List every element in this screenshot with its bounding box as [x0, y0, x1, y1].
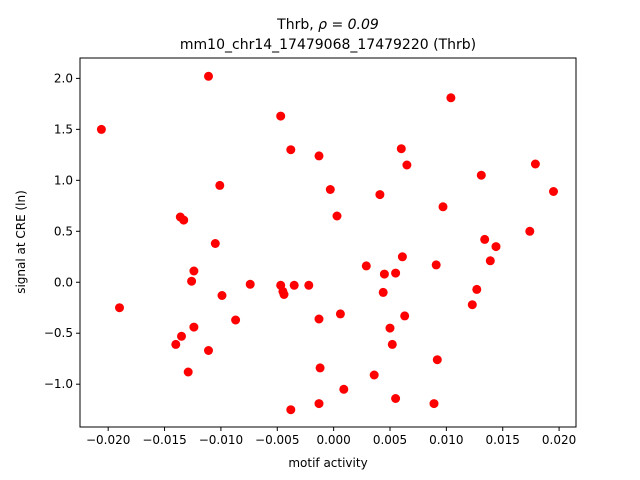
data-point-57 [525, 226, 535, 236]
data-point-34 [369, 370, 379, 380]
chart-title-prefix: Thrb, [276, 17, 318, 33]
data-point-41 [391, 394, 401, 403]
data-point-48 [432, 355, 442, 365]
data-point-11 [204, 346, 213, 355]
data-point-37 [379, 269, 389, 279]
data-point-52 [472, 284, 482, 294]
data-point-4 [177, 331, 186, 341]
data-point-33 [361, 261, 371, 271]
data-point-59 [549, 187, 558, 196]
data-points [96, 71, 558, 415]
data-point-8 [189, 266, 199, 276]
data-point-49 [438, 202, 448, 212]
x-tick-label-6: 0.010 [429, 433, 463, 447]
data-point-51 [467, 300, 477, 310]
data-point-1 [115, 303, 124, 313]
data-point-47 [431, 260, 441, 270]
data-point-29 [325, 185, 335, 194]
data-point-28 [314, 399, 324, 409]
data-point-5 [179, 215, 189, 225]
y-tick-label-6: 2.0 [54, 71, 73, 85]
data-point-53 [476, 170, 486, 180]
x-tick-label-4: 0.000 [316, 433, 350, 447]
y-tick-label-4: 1.0 [54, 173, 73, 187]
data-point-35 [375, 190, 385, 200]
data-point-23 [289, 280, 299, 290]
data-point-42 [396, 144, 406, 154]
y-tick-label-3: 0.5 [54, 224, 73, 238]
data-point-14 [217, 291, 227, 300]
y-tick-label-0: −1.0 [44, 377, 73, 391]
data-point-22 [286, 405, 296, 415]
data-point-9 [189, 322, 199, 332]
data-point-12 [210, 239, 220, 248]
y-tick-label-1: −0.5 [44, 326, 73, 340]
data-point-55 [485, 256, 495, 266]
x-axis-label: motif activity [288, 456, 367, 470]
x-tick-label-1: −0.015 [142, 433, 186, 447]
data-point-36 [378, 287, 388, 297]
x-axis: −0.020 −0.015 −0.010 −0.005 0.000 0.005 0.010 0… [86, 427, 576, 447]
data-point-24 [304, 280, 314, 290]
chart-title: Thrb, ρ = 0.09 [276, 17, 379, 33]
data-point-13 [215, 180, 225, 190]
data-point-50 [446, 93, 456, 103]
data-point-58 [530, 159, 540, 169]
data-point-54 [480, 234, 490, 244]
data-point-30 [332, 211, 342, 221]
data-point-45 [402, 160, 412, 170]
x-tick-label-5: 0.005 [373, 433, 407, 447]
x-tick-label-2: −0.010 [199, 433, 243, 447]
y-tick-label-2: 0.0 [54, 275, 73, 289]
x-tick-label-0: −0.020 [86, 433, 130, 447]
data-point-40 [391, 268, 401, 278]
data-point-25 [314, 151, 324, 161]
chart-title-rho: ρ = 0.09 [318, 17, 379, 33]
x-tick-label-8: 0.020 [542, 433, 576, 447]
data-point-15 [231, 315, 241, 325]
data-point-16 [245, 279, 255, 289]
data-point-6 [183, 367, 193, 377]
data-point-10 [204, 71, 213, 81]
x-tick-label-3: −0.005 [255, 433, 299, 447]
chart-subtitle: mm10_chr14_17479068_17479220 (Thrb) [180, 37, 476, 53]
data-point-20 [279, 290, 289, 299]
data-point-2 [171, 339, 181, 349]
x-tick-label-7: 0.015 [486, 433, 520, 447]
y-axis-label: signal at CRE (ln) [14, 190, 28, 294]
data-point-27 [315, 363, 325, 373]
data-point-39 [387, 339, 397, 349]
data-point-17 [276, 111, 286, 121]
data-point-38 [385, 323, 395, 333]
plot-area [79, 57, 577, 428]
y-tick-label-5: 1.5 [54, 122, 73, 136]
data-point-56 [491, 242, 501, 252]
data-point-43 [397, 252, 407, 262]
data-point-31 [335, 309, 345, 319]
data-point-0 [96, 124, 106, 134]
plot-frame [79, 57, 577, 428]
data-point-32 [339, 384, 349, 394]
data-point-44 [400, 311, 410, 321]
data-point-46 [429, 399, 439, 409]
data-point-21 [286, 145, 296, 155]
data-point-7 [187, 276, 197, 286]
y-axis: −1.0 −0.5 0.0 0.5 1.0 1.5 2.0 [44, 71, 80, 391]
data-point-26 [314, 314, 324, 324]
